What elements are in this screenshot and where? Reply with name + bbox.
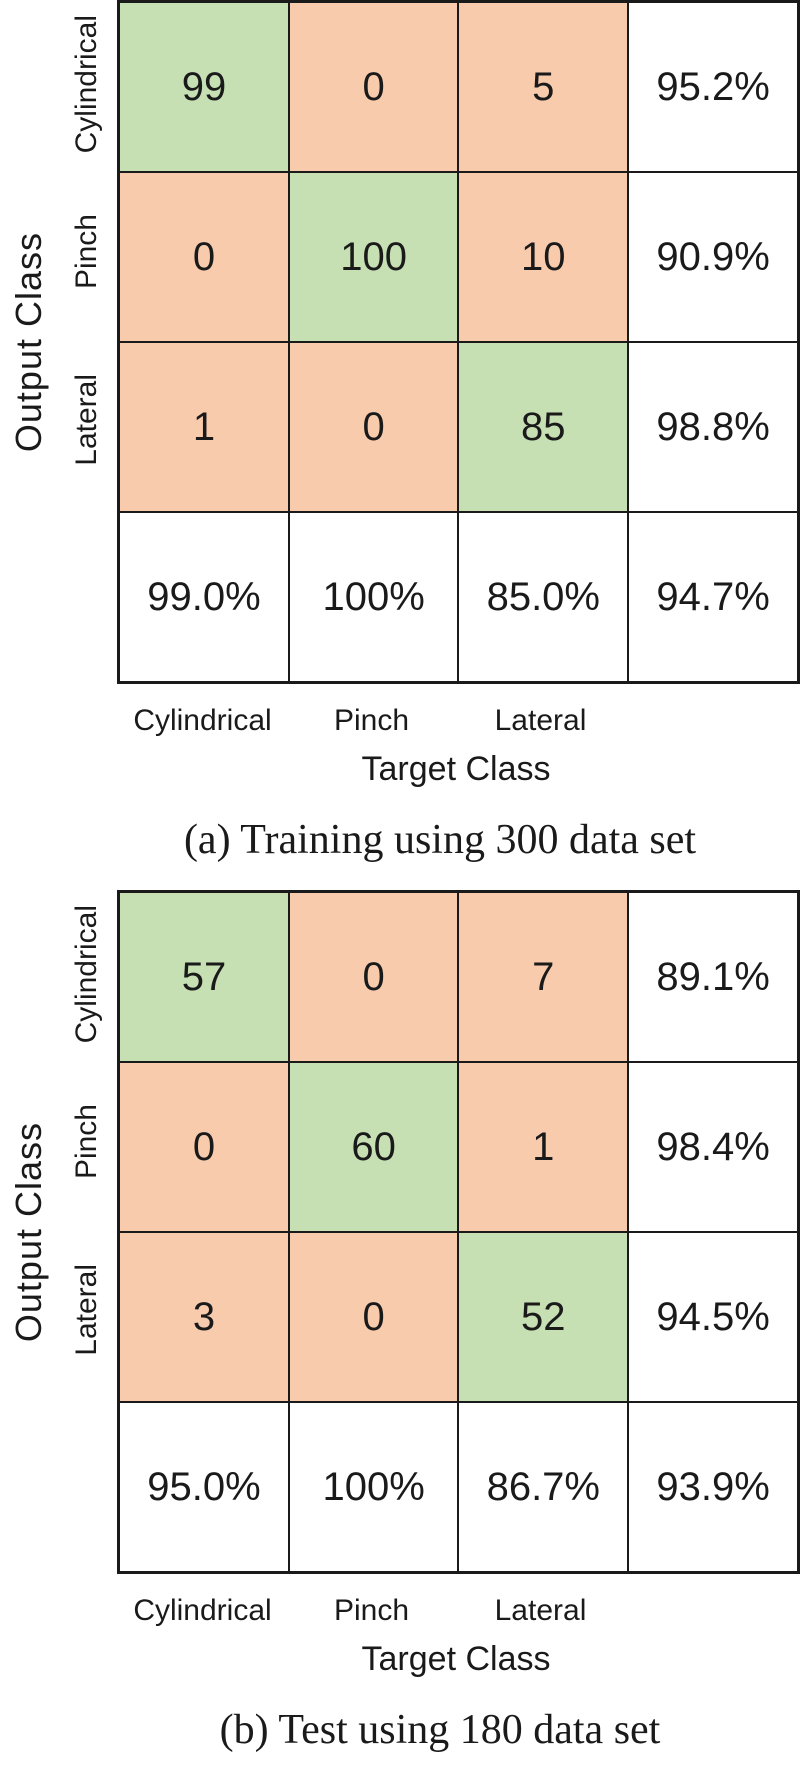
output-class-axis-label: Output Class: [7, 1121, 49, 1343]
row-label-cylindrical: Cylindrical: [70, 904, 104, 1044]
caption-a: (a) Training using 300 data set: [183, 817, 697, 863]
col-label-lateral: Lateral: [494, 704, 587, 737]
cell-a-r2-precision: 98.8%: [627, 341, 800, 513]
cell-b-r2c2: 52: [457, 1231, 630, 1403]
confusion-matrix-table-a: 99 0 5 95.2% 0 100 10 90.9% 1 0 85 98.8%: [117, 0, 800, 684]
col-label-lateral: Lateral: [494, 1594, 587, 1627]
col-label-cylindrical: Cylindrical: [133, 1594, 272, 1627]
cell-b-r2c0: 3: [117, 1231, 290, 1403]
cell-a-r0c0: 99: [117, 0, 290, 173]
cell-a-r1-precision: 90.9%: [627, 171, 800, 343]
cell-a-recall-c2: 85.0%: [457, 511, 630, 684]
cell-b-r0-precision: 89.1%: [627, 890, 800, 1063]
row-label-lateral: Lateral: [70, 374, 104, 466]
cell-a-overall-accuracy: 94.7%: [627, 511, 800, 684]
cell-a-r1c2: 10: [457, 171, 630, 343]
cell-b-recall-c2: 86.7%: [457, 1401, 630, 1574]
row-label-lateral: Lateral: [70, 1264, 104, 1356]
cell-a-r0c2: 5: [457, 0, 630, 173]
col-label-pinch: Pinch: [333, 1594, 410, 1627]
cell-a-r0c1: 0: [287, 0, 460, 173]
cell-b-r0c0: 57: [117, 890, 290, 1063]
confusion-matrix-figure-b: Output Class Cylindrical Pinch Lateral 5…: [0, 890, 800, 1756]
col-label-cylindrical: Cylindrical: [133, 704, 272, 737]
cell-b-r2c1: 0: [287, 1231, 460, 1403]
caption-b: (b) Test using 180 data set: [219, 1707, 661, 1753]
matrix-area-a: Output Class Cylindrical Pinch Lateral 9…: [0, 0, 800, 684]
cell-b-r1-precision: 98.4%: [627, 1061, 800, 1233]
row-label-spacer: [58, 504, 118, 672]
cell-b-r2-precision: 94.5%: [627, 1231, 800, 1403]
output-class-axis-label: Output Class: [7, 231, 49, 453]
confusion-matrix-figure-a: Output Class Cylindrical Pinch Lateral 9…: [0, 0, 800, 866]
output-class-axis-title-a: Output Class: [0, 0, 58, 684]
cell-b-recall-c0: 95.0%: [117, 1401, 290, 1574]
row-labels-a: Cylindrical Pinch Lateral: [58, 0, 118, 684]
cell-b-r1c1: 60: [287, 1061, 460, 1233]
matrix-area-b: Output Class Cylindrical Pinch Lateral 5…: [0, 890, 800, 1574]
row-labels-b: Cylindrical Pinch Lateral: [58, 890, 118, 1574]
cell-b-r0c1: 0: [287, 890, 460, 1063]
output-class-axis-title-b: Output Class: [0, 890, 58, 1574]
cell-a-recall-c0: 99.0%: [117, 511, 290, 684]
row-label-pinch: Pinch: [70, 1104, 104, 1180]
cell-b-r0c2: 7: [457, 890, 630, 1063]
target-class-axis-title-b: Target Class: [361, 1640, 551, 1678]
cell-a-r2c1: 0: [287, 341, 460, 513]
cell-a-recall-c1: 100%: [287, 511, 460, 684]
row-label-spacer: [58, 1394, 118, 1562]
row-label-pinch: Pinch: [70, 214, 104, 290]
cell-a-r1c1: 100: [287, 171, 460, 343]
cell-b-r1c2: 1: [457, 1061, 630, 1233]
cell-b-r1c0: 0: [117, 1061, 290, 1233]
confusion-matrix-table-b: 57 0 7 89.1% 0 60 1 98.4% 3 0 52 94.5%: [117, 890, 800, 1574]
cell-b-recall-c1: 100%: [287, 1401, 460, 1574]
target-class-axis-title-a: Target Class: [361, 750, 551, 788]
cell-b-overall-accuracy: 93.9%: [627, 1401, 800, 1574]
row-label-cylindrical: Cylindrical: [70, 14, 104, 154]
col-label-pinch: Pinch: [333, 704, 410, 737]
cell-a-r1c0: 0: [117, 171, 290, 343]
column-labels-a: Cylindrical Pinch Lateral: [118, 700, 794, 742]
cell-a-r2c0: 1: [117, 341, 290, 513]
cell-a-r2c2: 85: [457, 341, 630, 513]
column-labels-b: Cylindrical Pinch Lateral: [118, 1590, 794, 1632]
cell-a-r0-precision: 95.2%: [627, 0, 800, 173]
